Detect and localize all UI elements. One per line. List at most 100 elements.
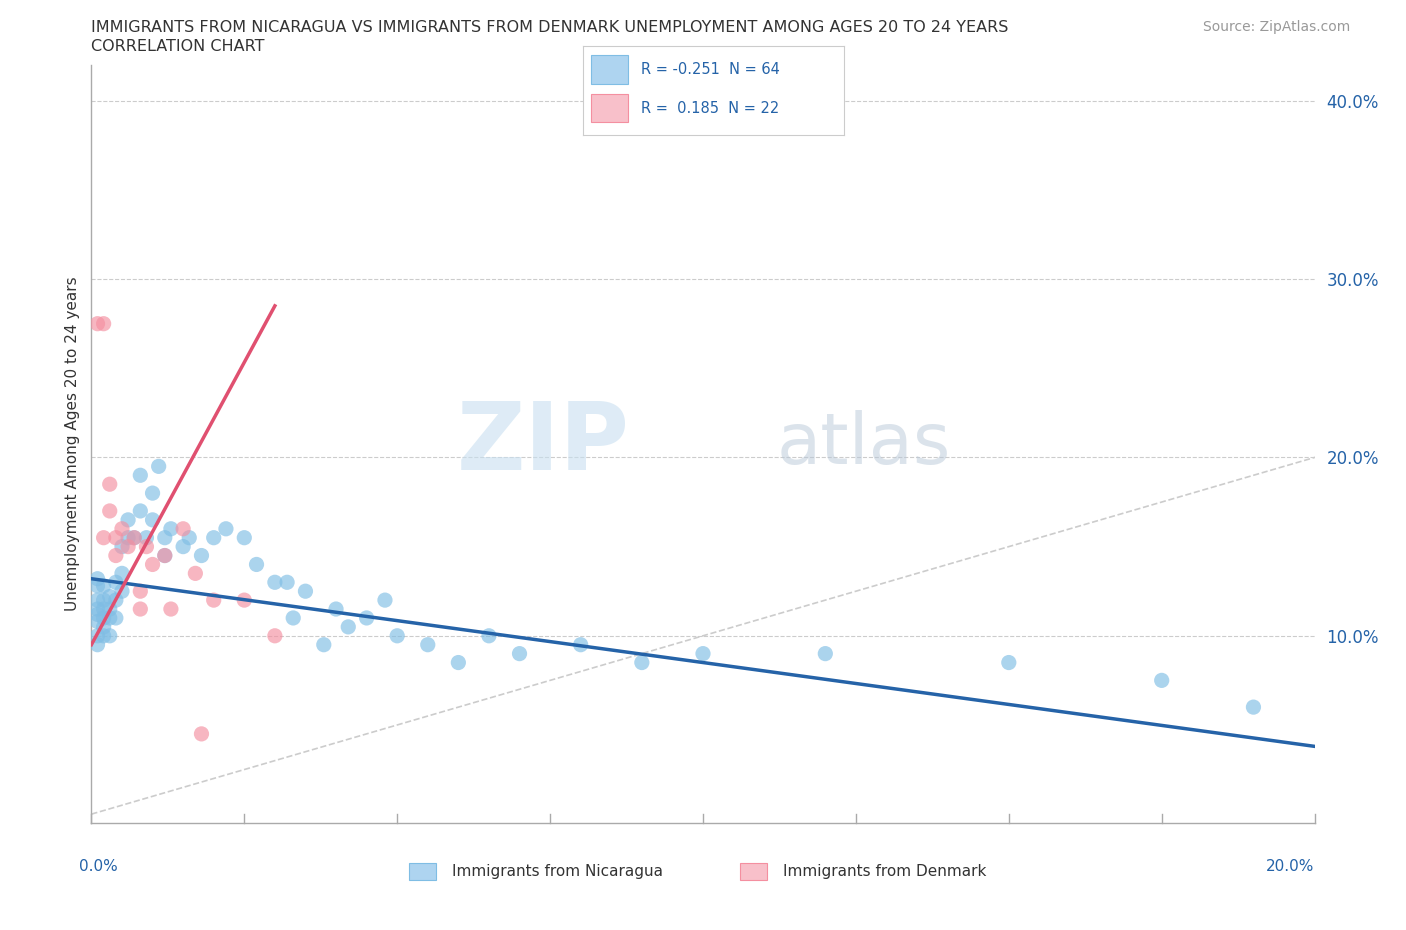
Point bbox=[160, 522, 183, 537]
Point bbox=[117, 539, 139, 554]
Point bbox=[172, 539, 194, 554]
Point bbox=[356, 610, 378, 625]
Bar bbox=[592, 56, 627, 84]
Point bbox=[569, 637, 592, 652]
Point bbox=[111, 566, 134, 581]
Bar bbox=[740, 863, 766, 880]
Bar bbox=[592, 94, 627, 123]
Point bbox=[104, 592, 127, 607]
Point bbox=[117, 512, 139, 527]
Point bbox=[202, 592, 225, 607]
Point bbox=[86, 614, 108, 629]
Point bbox=[1150, 673, 1173, 688]
Point bbox=[104, 548, 127, 563]
Point bbox=[141, 485, 163, 500]
Point bbox=[294, 584, 316, 599]
Point bbox=[374, 592, 396, 607]
Point bbox=[86, 607, 108, 622]
Point bbox=[93, 610, 115, 625]
Text: Immigrants from Nicaragua: Immigrants from Nicaragua bbox=[453, 864, 664, 879]
Point bbox=[98, 589, 121, 604]
Point bbox=[337, 619, 360, 634]
Point bbox=[86, 592, 108, 607]
Point bbox=[141, 512, 163, 527]
Point bbox=[86, 571, 108, 586]
Point bbox=[129, 503, 152, 518]
Text: Immigrants from Denmark: Immigrants from Denmark bbox=[783, 864, 986, 879]
Point bbox=[264, 629, 287, 644]
Text: R = -0.251  N = 64: R = -0.251 N = 64 bbox=[641, 62, 779, 77]
Point bbox=[233, 592, 256, 607]
Point bbox=[98, 602, 121, 617]
Point bbox=[129, 468, 152, 483]
Point bbox=[264, 575, 287, 590]
Point bbox=[86, 578, 108, 593]
Point bbox=[86, 316, 108, 331]
Text: CORRELATION CHART: CORRELATION CHART bbox=[91, 39, 264, 54]
Point bbox=[86, 602, 108, 617]
Point bbox=[104, 575, 127, 590]
Point bbox=[98, 477, 121, 492]
Point bbox=[385, 629, 409, 644]
Point bbox=[172, 522, 194, 537]
Point bbox=[312, 637, 335, 652]
Point bbox=[245, 557, 267, 572]
Point bbox=[153, 548, 176, 563]
Point bbox=[135, 539, 157, 554]
Point bbox=[325, 602, 347, 617]
Point bbox=[509, 646, 531, 661]
Point bbox=[814, 646, 837, 661]
Text: R =  0.185  N = 22: R = 0.185 N = 22 bbox=[641, 100, 779, 116]
Point bbox=[283, 610, 305, 625]
Point bbox=[122, 530, 145, 545]
Text: atlas: atlas bbox=[776, 409, 950, 479]
Point bbox=[179, 530, 201, 545]
Text: 20.0%: 20.0% bbox=[1267, 858, 1315, 873]
Point bbox=[104, 610, 127, 625]
Point bbox=[86, 629, 108, 644]
Point bbox=[93, 602, 115, 617]
Point bbox=[104, 530, 127, 545]
Point bbox=[233, 530, 256, 545]
Point bbox=[215, 522, 238, 537]
Point bbox=[129, 584, 152, 599]
Text: ZIP: ZIP bbox=[457, 398, 630, 490]
Point bbox=[998, 655, 1021, 670]
Point bbox=[111, 584, 134, 599]
Point bbox=[692, 646, 714, 661]
Point bbox=[202, 530, 225, 545]
Point bbox=[135, 530, 157, 545]
Point bbox=[117, 530, 139, 545]
Point bbox=[153, 530, 176, 545]
Point bbox=[160, 602, 183, 617]
Point bbox=[1243, 699, 1265, 714]
Point bbox=[122, 530, 145, 545]
Point bbox=[190, 726, 212, 741]
Point bbox=[93, 592, 115, 607]
Point bbox=[190, 548, 212, 563]
Point bbox=[98, 503, 121, 518]
Point bbox=[111, 539, 134, 554]
Text: IMMIGRANTS FROM NICARAGUA VS IMMIGRANTS FROM DENMARK UNEMPLOYMENT AMONG AGES 20 : IMMIGRANTS FROM NICARAGUA VS IMMIGRANTS … bbox=[91, 20, 1008, 35]
Point bbox=[631, 655, 654, 670]
Point bbox=[93, 619, 115, 634]
Point bbox=[478, 629, 501, 644]
Point bbox=[148, 458, 170, 473]
Point bbox=[184, 566, 207, 581]
Point bbox=[447, 655, 470, 670]
Point bbox=[276, 575, 298, 590]
Point bbox=[416, 637, 439, 652]
Text: 0.0%: 0.0% bbox=[79, 858, 118, 873]
Point bbox=[98, 629, 121, 644]
Point bbox=[93, 530, 115, 545]
Point bbox=[93, 629, 115, 644]
Bar bbox=[409, 863, 436, 880]
Point bbox=[153, 548, 176, 563]
Point bbox=[98, 610, 121, 625]
Point bbox=[141, 557, 163, 572]
Point bbox=[111, 522, 134, 537]
Point bbox=[93, 316, 115, 331]
Text: Source: ZipAtlas.com: Source: ZipAtlas.com bbox=[1202, 20, 1350, 34]
Point bbox=[129, 602, 152, 617]
Point bbox=[93, 578, 115, 593]
